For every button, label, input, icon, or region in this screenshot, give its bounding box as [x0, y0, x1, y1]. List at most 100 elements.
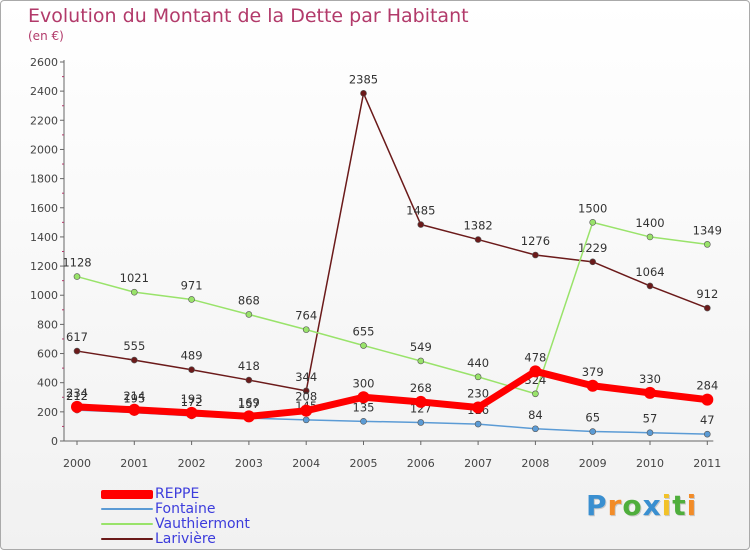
data-point-vauthiermont — [360, 342, 367, 349]
data-label-fontaine: 57 — [643, 412, 658, 426]
data-label-reppe: 193 — [181, 392, 203, 406]
proxiti-logo: Proxiti — [586, 489, 697, 522]
data-label-vauthiermont: 868 — [238, 293, 260, 307]
data-label-vauthiermont: 549 — [410, 340, 432, 354]
legend-label: REPPE — [155, 486, 200, 502]
data-point-fontaine — [532, 425, 539, 433]
data-point-fontaine — [302, 416, 310, 424]
data-point-fontaine — [703, 430, 711, 438]
data-point-vauthiermont — [417, 357, 425, 365]
chart-title: Evolution du Montant de la Dette par Hab… — [28, 5, 469, 27]
data-point-vauthiermont — [188, 296, 195, 303]
data-point-lariviere — [474, 236, 482, 243]
y-tick-label: 1600 — [30, 202, 58, 215]
data-label-reppe: 208 — [295, 390, 317, 404]
data-label-lariviere: 418 — [238, 359, 260, 373]
data-point-lariviere — [589, 258, 597, 266]
data-label-lariviere: 555 — [123, 339, 145, 353]
data-point-vauthiermont — [131, 288, 138, 296]
data-label-lariviere: 912 — [696, 287, 718, 301]
logo-letter: t — [672, 489, 687, 522]
data-label-fontaine: 172 — [181, 395, 203, 409]
data-label-vauthiermont: 440 — [467, 356, 489, 370]
legend-swatch — [101, 508, 153, 510]
logo-letter: i — [661, 489, 673, 522]
data-label-fontaine: 47 — [700, 413, 715, 427]
data-point-fontaine — [589, 428, 597, 435]
x-tick-label: 2002 — [178, 457, 206, 470]
series-line-lariviere — [76, 92, 708, 392]
data-label-reppe: 478 — [524, 350, 546, 364]
data-label-reppe: 330 — [639, 372, 661, 386]
x-tick-label: 2004 — [292, 457, 320, 470]
legend-swatch — [101, 523, 153, 525]
x-tick-label: 2000 — [63, 457, 91, 470]
logo-letter: P — [586, 489, 608, 522]
data-point-lariviere — [703, 304, 711, 312]
data-label-fontaine: 212 — [66, 389, 88, 403]
data-point-vauthiermont — [589, 219, 597, 226]
data-label-reppe: 234 — [66, 386, 88, 400]
y-tick-label: 600 — [37, 348, 58, 361]
data-point-lariviere — [245, 376, 253, 384]
data-point-reppe — [529, 365, 542, 378]
chart-unit-label: (en €) — [28, 29, 64, 43]
data-point-lariviere — [73, 347, 81, 355]
data-label-reppe: 379 — [582, 365, 604, 379]
data-point-reppe — [644, 386, 656, 399]
data-label-reppe: 214 — [123, 389, 145, 403]
x-tick-label: 2006 — [407, 457, 435, 470]
data-point-reppe — [357, 391, 370, 404]
data-point-vauthiermont — [703, 241, 711, 248]
x-tick-label: 2003 — [235, 457, 263, 470]
y-tick-label: 1200 — [30, 260, 58, 273]
logo-letter: o — [622, 489, 643, 522]
data-point-reppe — [185, 406, 198, 419]
data-label-lariviere: 344 — [295, 370, 317, 384]
data-label-reppe: 300 — [353, 376, 375, 390]
x-tick-label: 2005 — [350, 457, 378, 470]
y-tick-label: 1000 — [30, 289, 58, 302]
series-line-reppe — [76, 367, 708, 420]
logo-letter: r — [607, 489, 623, 522]
data-label-fontaine: 135 — [353, 400, 375, 414]
legend-swatch — [101, 490, 153, 499]
data-point-reppe — [586, 379, 599, 392]
data-label-vauthiermont: 1349 — [693, 223, 722, 237]
data-point-lariviere — [188, 366, 195, 374]
data-label-lariviere: 2385 — [349, 72, 378, 86]
legend-swatch — [101, 538, 153, 540]
data-label-lariviere: 1485 — [406, 204, 435, 218]
data-label-reppe: 230 — [467, 386, 489, 400]
data-point-lariviere — [532, 251, 539, 259]
data-point-lariviere — [417, 221, 425, 228]
data-label-fontaine: 65 — [585, 411, 600, 425]
data-point-reppe — [300, 404, 313, 417]
legend-label: Fontaine — [155, 501, 216, 517]
y-tick-label: 2400 — [30, 85, 58, 98]
data-point-reppe — [472, 401, 485, 414]
x-tick-label: 2011 — [693, 457, 721, 470]
data-label-lariviere: 1382 — [463, 219, 492, 233]
data-label-fontaine: 195 — [123, 392, 145, 406]
y-tick-label: 400 — [37, 377, 58, 390]
data-label-vauthiermont: 1500 — [578, 201, 607, 215]
data-point-reppe — [128, 403, 141, 416]
data-point-vauthiermont — [245, 311, 253, 318]
x-tick-label: 2008 — [521, 457, 549, 470]
data-label-vauthiermont: 1400 — [635, 216, 664, 230]
data-point-reppe — [242, 410, 255, 423]
data-label-lariviere: 1064 — [635, 265, 664, 279]
legend-label: Larivière — [155, 531, 216, 547]
data-point-fontaine — [474, 420, 482, 428]
y-tick-label: 2200 — [30, 114, 58, 127]
data-label-fontaine: 84 — [528, 408, 543, 422]
data-point-vauthiermont — [474, 373, 482, 381]
data-point-vauthiermont — [73, 273, 81, 280]
data-point-reppe — [701, 393, 714, 406]
data-point-reppe — [414, 395, 427, 408]
data-label-lariviere: 489 — [181, 349, 203, 363]
data-label-vauthiermont: 655 — [353, 325, 375, 339]
data-point-vauthiermont — [532, 390, 539, 398]
data-point-fontaine — [646, 429, 654, 436]
